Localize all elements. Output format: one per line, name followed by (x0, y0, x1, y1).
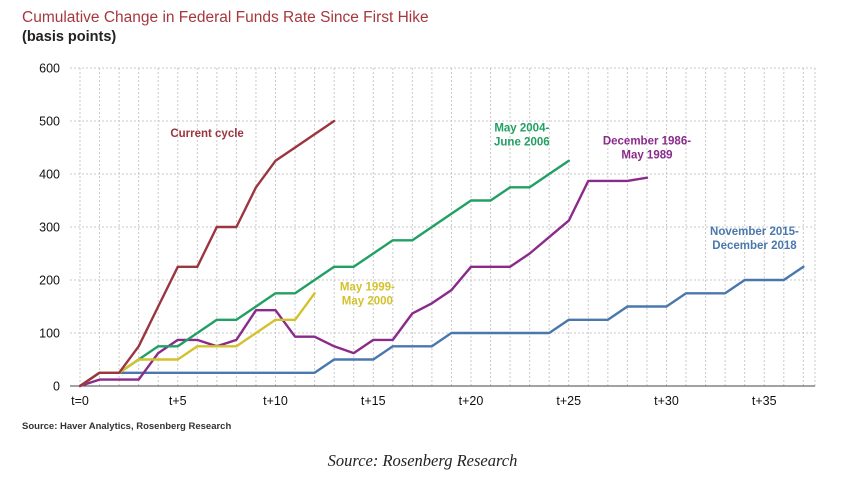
y-tick-label: 300 (39, 221, 60, 235)
y-tick-label: 600 (39, 62, 60, 76)
series-label-line: December 2018 (712, 240, 797, 252)
series-label-line: May 2004- (494, 123, 549, 135)
series-labels: Current cycle May 2004- June 2006 December … (170, 123, 799, 308)
series-line (78, 176, 649, 388)
chart-source: Source: Haver Analytics, Rosenberg Resea… (22, 421, 232, 432)
series-label-line: May 1999- (340, 282, 395, 294)
series-label-line: May 1989 (621, 149, 672, 161)
x-tick-label: t+5 (169, 394, 187, 408)
series-label-line: May 2000 (342, 296, 393, 308)
image-caption: Source: Rosenberg Research (327, 451, 518, 470)
x-tick-label: t+15 (361, 394, 386, 408)
chart-subtitle: (basis points) (22, 29, 117, 45)
x-tick-label: t+10 (263, 394, 288, 408)
x-tick-label: t+35 (752, 394, 777, 408)
series-lines (78, 119, 805, 388)
series-label: May 2004- June 2006 (494, 123, 550, 149)
x-tick-label: t+25 (556, 394, 581, 408)
y-tick-label: 400 (39, 168, 60, 182)
series-label: November 2015- December 2018 (710, 226, 799, 252)
series-label-line: June 2006 (494, 137, 550, 149)
series-line (78, 265, 805, 388)
x-tick-label: t+20 (459, 394, 484, 408)
x-tick-label: t+30 (654, 394, 679, 408)
axes: 0 100 200 300 400 500 600 t=0 t+5 t+10 t+15 t+20 t+2… (39, 62, 815, 408)
series-line (78, 159, 570, 388)
series-label: Current cycle (170, 128, 244, 140)
series-line (78, 119, 336, 388)
y-tick-label: 200 (39, 274, 60, 288)
series-label-line: November 2015- (710, 226, 799, 238)
series-label: December 1986- May 1989 (603, 135, 691, 161)
series-label-line: Current cycle (170, 128, 244, 140)
y-tick-label: 0 (53, 380, 60, 394)
y-tick-label: 500 (39, 115, 60, 129)
x-tick-label: t=0 (71, 394, 89, 408)
chart-title: Cumulative Change in Federal Funds Rate … (22, 9, 429, 26)
y-tick-label: 100 (39, 327, 60, 341)
series-label-line: December 1986- (603, 135, 691, 147)
series-label: May 1999- May 2000 (340, 282, 395, 308)
